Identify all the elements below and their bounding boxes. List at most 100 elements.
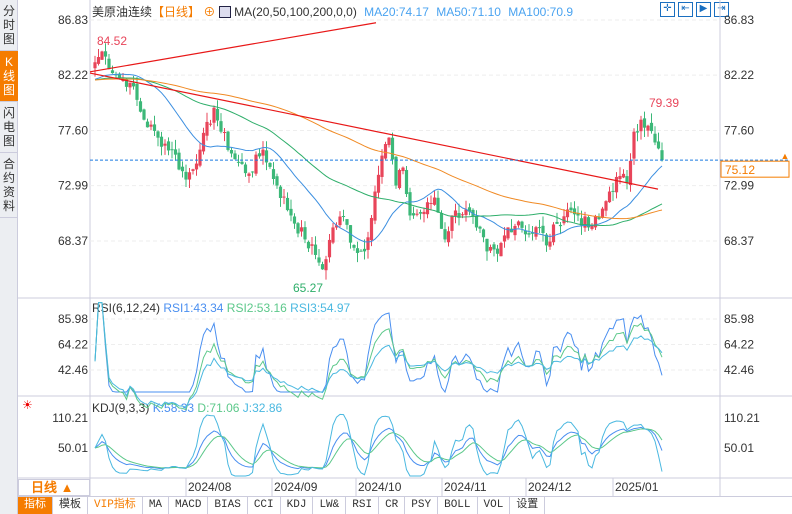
crosshair-icon[interactable]: ✛ [660, 2, 675, 17]
zoom-fit-icon[interactable]: ⇤ [678, 2, 693, 17]
candle [404, 169, 409, 195]
candle [443, 229, 447, 240]
candle [432, 197, 437, 205]
indicator-tab[interactable]: MACD [169, 497, 209, 514]
candle [373, 191, 377, 221]
scroll-end-icon[interactable]: ⇥ [714, 2, 729, 17]
indicator-tab[interactable]: BOLL [438, 497, 478, 514]
indicator-tab[interactable]: CR [379, 497, 406, 514]
tab-kline[interactable]: K线图 [0, 51, 18, 102]
indicator-tab[interactable]: 设置 [510, 497, 546, 514]
indicator-tab[interactable]: MA [143, 497, 170, 514]
rsi1-value: RSI1:43.34 [163, 301, 224, 315]
rsi-header: RSI(6,12,24) RSI1:43.34 RSI2:53.16 RSI3:… [92, 301, 350, 315]
tab-contract-info[interactable]: 合约资料 [0, 153, 18, 218]
indicator-tab[interactable]: CCI [248, 497, 281, 514]
candle [516, 221, 521, 226]
indicator-settings-icon[interactable]: ☀ [22, 398, 33, 412]
high-label: 84.52 [97, 34, 127, 48]
kdj-label[interactable]: KDJ(9,3,3) [92, 401, 150, 415]
candle [625, 176, 629, 184]
candle [149, 124, 153, 127]
candle [289, 208, 293, 216]
candle [649, 122, 654, 132]
kdj-j-line [94, 413, 663, 477]
candle [345, 219, 349, 225]
rsi1-line [94, 302, 663, 394]
rsi-label[interactable]: RSI(6,12,24) [92, 301, 161, 315]
candle [418, 212, 423, 214]
play-icon[interactable]: ▶ [696, 2, 711, 17]
candle [495, 248, 500, 254]
candle [376, 174, 381, 193]
indicator-tab[interactable]: VIP指标 [88, 497, 143, 514]
indicator-tab[interactable]: VOL [478, 497, 511, 514]
candle [303, 227, 307, 240]
rsi-tick-right: 42.46 [724, 363, 754, 377]
ma50-line [94, 77, 663, 226]
candle [555, 221, 559, 224]
indicator-tab[interactable]: 模板 [53, 497, 88, 514]
candle [579, 218, 584, 226]
date-tick: 2024/12 [528, 480, 572, 494]
add-indicator-icon[interactable]: ⊕ [203, 5, 216, 19]
ma-label[interactable]: MA(20,50,100,200,0,0) [234, 5, 357, 19]
candle [173, 149, 178, 155]
ma100-line [94, 78, 663, 220]
tab-flash[interactable]: 闪电图 [0, 102, 18, 153]
indicator-tab[interactable]: 指标 [18, 497, 53, 514]
candle [390, 137, 395, 160]
candle [184, 171, 188, 180]
candle [366, 237, 370, 250]
candle [394, 156, 398, 186]
kline-chart[interactable]: 86.83 86.83 82.22 82.22 77.60 77.60 72.99 72.99… [18, 0, 792, 496]
candle [208, 123, 213, 125]
candle [604, 201, 608, 211]
candle [618, 175, 622, 180]
date-tick: 2024/11 [444, 480, 487, 494]
ma-chart-icon[interactable] [218, 6, 231, 18]
ma50-value: MA50:71.10 [436, 5, 501, 19]
candle [607, 191, 612, 203]
kdj-d-line [94, 428, 663, 469]
candle [562, 216, 566, 224]
indicator-tab[interactable]: PSY [405, 497, 439, 514]
indicator-tab[interactable]: KDJ [281, 497, 314, 514]
candle [453, 210, 458, 216]
candle [506, 227, 510, 239]
candle [191, 169, 195, 171]
candle [499, 242, 503, 257]
trendline-lower [89, 72, 659, 190]
candle [93, 62, 97, 69]
candle [656, 141, 661, 149]
candle [621, 173, 626, 178]
candle [152, 124, 157, 131]
indicator-tab[interactable]: LW& [313, 497, 347, 514]
candle [590, 225, 594, 229]
candle [359, 250, 363, 252]
candle [341, 216, 346, 218]
candle [194, 163, 199, 170]
current-price-label: 75.12 [725, 163, 755, 177]
indicator-tab[interactable]: RSI [346, 497, 380, 514]
period-selector[interactable]: 日线 ▲ [18, 479, 90, 496]
sidebar: 分时图 K线图 闪电图 合约资料 [0, 0, 18, 514]
trendline-upper [89, 22, 377, 73]
candle [537, 227, 542, 229]
price-tick-left: 72.99 [58, 179, 88, 193]
indicator-tab[interactable]: BIAS [208, 497, 248, 514]
candle [285, 197, 290, 211]
candle [177, 152, 181, 170]
candle [513, 225, 517, 236]
candle [243, 164, 248, 174]
candle [558, 224, 563, 227]
price-tick-left: 82.22 [58, 68, 88, 82]
candle [117, 73, 122, 79]
candle [96, 57, 101, 64]
candle [257, 153, 262, 157]
candle [544, 234, 549, 246]
kdj-tick-left: 110.21 [52, 411, 88, 425]
tab-timeshare[interactable]: 分时图 [0, 0, 18, 51]
candle [254, 154, 258, 174]
price-tick-right: 86.83 [724, 13, 754, 27]
